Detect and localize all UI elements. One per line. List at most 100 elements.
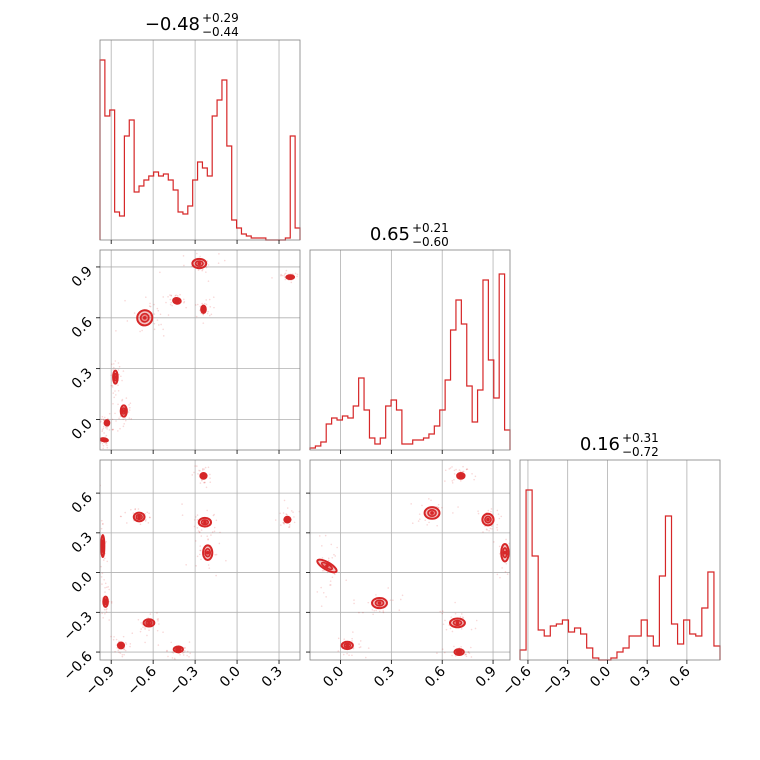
pair-panel-0-2-sample-point	[157, 620, 159, 622]
pair-panel-0-2-sample-point	[144, 512, 146, 515]
pair-panel-0-2-sample-point	[208, 567, 211, 569]
pair-panel-1-2-sample-point	[399, 598, 402, 601]
pair-panel-0-1-sample-point	[205, 303, 208, 306]
pair-panel-0-1-contour-peak	[113, 375, 118, 379]
pair-panel-0-2-sample-point	[201, 479, 203, 482]
pair-panel-0-2-sample-point	[282, 512, 285, 514]
pair-panel-0-1-sample-point	[110, 374, 112, 377]
pair-panel-0-1-sample-point	[149, 302, 151, 305]
pair-panel-0-1-sample-point	[117, 389, 120, 392]
pair-panel-1-2-sample-point	[454, 612, 457, 615]
pair-panel-0-1-sample-point	[106, 446, 109, 449]
pair-panel-0-2-sample-point	[286, 513, 288, 516]
pair-panel-0-1-sample-point	[105, 442, 108, 445]
pair-panel-0-1-sample-point	[153, 322, 156, 325]
pair-panel-1-2-sample-point	[362, 611, 364, 614]
pair-panel-0-2-sample-point	[144, 628, 146, 630]
pair-panel-0-2-sample-point	[183, 647, 186, 650]
pair-panel-0-1-sample-point	[284, 276, 286, 279]
pair-panel-0-1-sample-point	[217, 262, 220, 264]
pair-panel-0-1-sample-point	[100, 418, 102, 421]
pair-panel-1-2-sample-point	[496, 526, 498, 529]
pair-panel-1-2-sample-point	[331, 556, 334, 559]
pair-panel-0-1-sample-point	[122, 425, 125, 428]
pair-panel-0-2-sample-point	[171, 651, 174, 654]
pair-panel-0-2-sample-point	[146, 634, 148, 637]
pair-panel-0-1-sample-point	[207, 310, 209, 313]
pair-panel-1-2-sample-point	[511, 560, 513, 562]
pair-panel-0-2-sample-point	[104, 612, 106, 615]
pair-panel-1-2-xtick-label: 0.0	[320, 664, 347, 691]
pair-panel-1-2-sample-point	[351, 637, 353, 640]
pair-panel-0-1-sample-point	[128, 403, 130, 406]
pair-panel-0-2-sample-point	[158, 623, 160, 625]
pair-panel-0-1-sample-point	[141, 329, 143, 332]
pair-panel-1-2-sample-point	[514, 578, 516, 580]
pair-panel-0-2-sample-point	[122, 635, 125, 638]
pair-panel-0-1-sample-point	[117, 362, 120, 364]
pair-panel-0-1-sample-point	[156, 307, 159, 310]
pair-panel-0-2-sample-point	[121, 653, 124, 656]
pair-panel-0-2-sample-point	[105, 611, 108, 613]
pair-panel-0-1-sample-point	[285, 269, 288, 272]
pair-panel-1-2-sample-point	[465, 468, 468, 471]
pair-panel-1-2-sample-point	[517, 557, 519, 559]
pair-panel-0-2-sample-point	[290, 510, 293, 512]
pair-panel-0-1-sample-point	[111, 384, 114, 387]
pair-panel-0-1-sample-point	[280, 273, 282, 276]
pair-panel-1-2-xtick-label: 0.6	[422, 663, 449, 690]
pair-panel-1-2-sample-point	[465, 655, 468, 658]
pair-panel-1-2-sample-point	[467, 651, 470, 653]
pair-panel-0-1-sample-point	[156, 319, 159, 321]
pair-panel-0-1-sample-point	[106, 426, 108, 429]
pair-panel-0-2-sample-point	[130, 508, 132, 511]
pair-panel-0-2-sample-point	[213, 530, 216, 533]
pair-panel-1-2-sample-point	[327, 559, 330, 562]
pair-panel-0-2-sample-point	[105, 586, 108, 589]
pair-panel-1-2-sample-point	[453, 473, 456, 475]
pair-panel-1-2-contour-peak	[325, 564, 329, 568]
pair-panel-0-1-sample-point	[206, 312, 209, 315]
pair-panel-1-2-sample-point	[352, 647, 355, 650]
pair-panel-0-1-sample-point	[283, 275, 285, 277]
pair-panel-1-2-sample-point	[511, 526, 513, 528]
pair-panel-1-2-sample-point	[448, 468, 451, 470]
pair-panel-0-1-sample-point	[218, 253, 220, 255]
pair-panel-0-2-sample-point	[282, 521, 284, 524]
pair-panel-0-1-sample-point	[128, 409, 131, 411]
pair-panel-1-2-sample-point	[464, 654, 466, 656]
pair-panel-0-2-sample-point	[199, 545, 202, 547]
pair-panel-0-2-sample-point	[186, 650, 189, 653]
pair-panel-1-2-contour-peak	[345, 643, 350, 648]
pair-panel-0-2-sample-point	[207, 466, 210, 469]
pair-panel-0-1-sample-point	[284, 272, 287, 275]
pair-panel-0-1-sample-point	[112, 403, 114, 405]
pair-panel-1-2-xtick-label: 0.9	[473, 664, 500, 691]
pair-panel-0-1-sample-point	[129, 402, 132, 404]
pair-panel-0-1-sample-point	[190, 265, 193, 268]
pair-panel-0-1-sample-point	[280, 274, 282, 277]
pair-panel-0-2-contour-peak	[103, 599, 108, 604]
pair-panel-1-2-sample-point	[382, 611, 385, 614]
pair-panel-0-2-sample-point	[279, 512, 282, 515]
pair-panel-0-1-sample-point	[117, 430, 119, 432]
pair-panel-0-2-sample-point	[123, 648, 126, 651]
pair-panel-1-2-sample-point	[462, 470, 465, 473]
pair-panel-1-2-sample-point	[359, 646, 362, 648]
pair-panel-0-1-sample-point	[103, 416, 106, 419]
pair-panel-0-1-sample-point	[118, 365, 121, 368]
pair-panel-1-2-sample-point	[496, 523, 499, 526]
pair-panel-0-2-sample-point	[119, 652, 122, 654]
pair-panel-0-2-sample-point	[196, 519, 199, 521]
pair-panel-0-2-sample-point	[205, 486, 208, 489]
pair-panel-0-2-sample-point	[140, 628, 142, 630]
hist-panel-0-histogram	[99, 59, 301, 241]
pair-panel-1-2-sample-point	[428, 498, 430, 500]
pair-panel-0-2-sample-point	[198, 531, 201, 533]
pair-panel-0-1-contour-peak	[142, 315, 147, 320]
pair-panel-0-2-sample-point	[197, 473, 199, 475]
pair-panel-0-1-sample-point	[124, 417, 126, 419]
pair-panel-1-2-sample-point	[462, 616, 464, 619]
pair-panel-0-1-sample-point	[125, 397, 128, 399]
pair-panel-1-2-contour-peak	[377, 601, 382, 605]
